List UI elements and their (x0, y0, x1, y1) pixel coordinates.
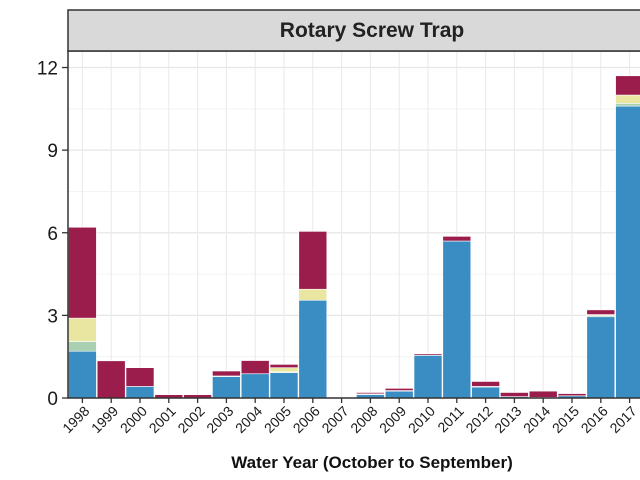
x-tick-label: 2014 (520, 403, 553, 436)
x-tick-label: 2003 (203, 403, 236, 436)
bar-segment (212, 376, 241, 399)
bar-segment (471, 386, 500, 399)
x-tick-label: 2016 (578, 403, 611, 436)
x-tick-label: 1998 (59, 403, 92, 436)
x-tick-label: 2008 (347, 403, 380, 436)
bar-segment (442, 236, 472, 242)
bar-segment (615, 94, 640, 104)
bar-segment (125, 386, 155, 399)
x-tick-label: 2009 (376, 403, 409, 436)
bar-segment (384, 388, 414, 391)
bar-segment (298, 231, 328, 290)
plot-background (68, 51, 640, 398)
y-tick-label: 12 (37, 59, 58, 80)
bar-segment (528, 390, 558, 398)
bar-segment (298, 288, 328, 301)
plot-panel (67, 50, 640, 399)
y-tick-label: 0 (47, 389, 58, 410)
x-tick-label: 2002 (174, 403, 207, 436)
bar-segment (384, 390, 414, 399)
x-tick-label: 2011 (434, 403, 467, 436)
bar-segment (125, 367, 155, 387)
strip-background (67, 9, 640, 52)
bar-segment (500, 392, 529, 397)
bar-segment (586, 309, 616, 315)
bar-segment (471, 381, 500, 387)
y-tick-label: 9 (47, 141, 58, 162)
bar-segment (298, 299, 328, 399)
bar-segment (96, 360, 126, 399)
x-tick-label: 2006 (290, 403, 323, 436)
bar-segment (413, 355, 443, 399)
chart-title: Rotary Screw Trap (280, 19, 464, 42)
x-tick-label: 2010 (405, 403, 438, 436)
bar-segment (68, 317, 97, 342)
x-tick-label: 2013 (491, 403, 524, 436)
y-tick-label: 6 (47, 224, 58, 245)
x-tick-label: 2005 (261, 403, 294, 436)
bars (68, 75, 640, 399)
bar-segment (413, 353, 443, 356)
bar-segment (68, 350, 97, 399)
bar-segment (269, 364, 299, 369)
bar-segment (269, 372, 299, 399)
bar-segment (557, 393, 587, 397)
x-tick-label: 1999 (88, 403, 121, 436)
bar-segment (269, 367, 299, 373)
bar-segment (356, 392, 385, 395)
y-tick-label: 3 (47, 306, 58, 327)
bar-segment (615, 75, 640, 96)
bar-segment (68, 226, 97, 319)
bar-segment (212, 370, 241, 377)
bar-segment (442, 240, 472, 399)
bar-segment (615, 103, 640, 107)
x-tick-label: 2007 (318, 403, 351, 436)
x-tick-label: 2001 (146, 403, 179, 436)
bar-segment (586, 316, 616, 399)
x-axis: 1998199920002001200220032004200520062007… (59, 398, 640, 436)
x-axis-title: Water Year (October to September) (231, 453, 513, 472)
bar-segment (615, 105, 640, 399)
x-tick-label: 2004 (232, 403, 265, 436)
x-tick-label: 2012 (462, 403, 495, 436)
facet-strip: Rotary Screw Trap (67, 9, 640, 52)
x-tick-label: 2000 (117, 403, 150, 436)
bar-segment (240, 373, 270, 399)
y-axis: 0 3 6 9 12 (37, 59, 68, 410)
bar-segment (68, 341, 97, 352)
x-tick-label: 2015 (549, 403, 582, 436)
bar-segment (240, 360, 270, 375)
x-tick-label: 2017 (606, 403, 639, 436)
